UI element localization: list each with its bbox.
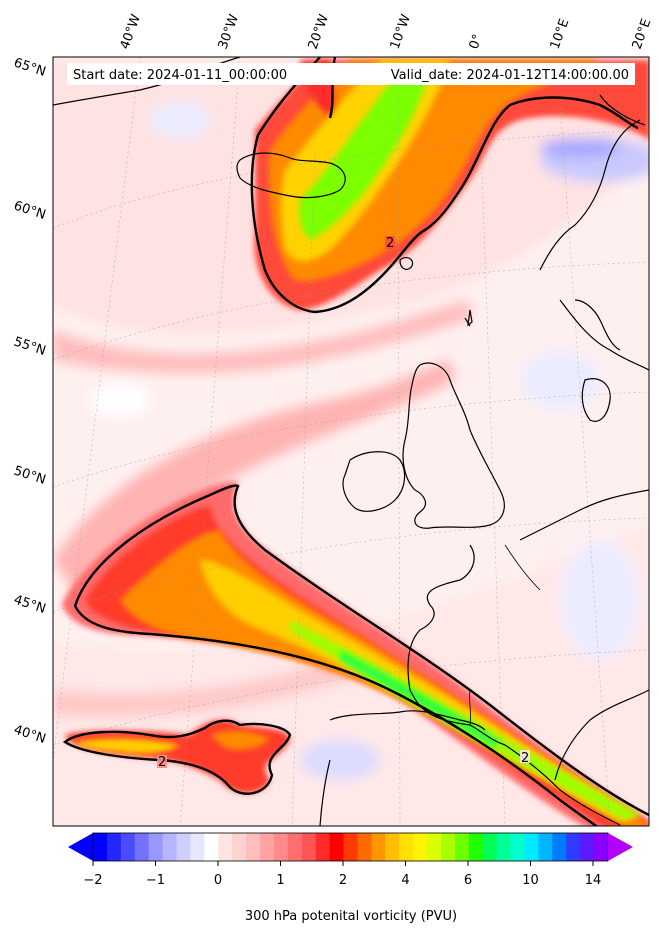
colorbar-cell <box>413 833 428 861</box>
lon-label: 10°E <box>548 17 573 52</box>
valid-date-label: Valid_date: 2024-01-12T14:00:00.00 <box>391 68 629 83</box>
lon-label: 20°W <box>306 12 332 51</box>
colorbar-tick-label: 14 <box>585 873 602 888</box>
longitude-labels: 40°W 30°W 20°W 10°W 0° 10°E 20°E <box>118 12 655 51</box>
colorbar-cell <box>134 833 150 861</box>
latitude-labels: 65°N 60°N 55°N 50°N 45°N 40°N <box>12 56 48 747</box>
colorbar-cell <box>106 833 122 861</box>
colorbar-cell <box>566 833 581 861</box>
lon-label: 20°E <box>630 17 655 52</box>
map-border <box>52 56 650 827</box>
colorbar-cell <box>329 833 345 861</box>
lat-label: 60°N <box>12 199 48 223</box>
colorbar-cell <box>315 833 331 861</box>
header-box <box>67 63 635 85</box>
colorbar-cell <box>343 833 358 861</box>
colorbar-under-arrow <box>68 833 93 861</box>
colorbar-tick-label: −1 <box>146 873 165 888</box>
colorbar-cell <box>427 833 442 861</box>
contour-label: 2 <box>521 751 529 766</box>
colorbar-tick-label: 4 <box>401 873 409 888</box>
colorbar-cell <box>246 833 261 861</box>
colorbar-cell <box>482 833 498 861</box>
lat-label: 40°N <box>12 723 48 747</box>
lon-label: 40°W <box>118 12 144 51</box>
colorbar-cell <box>232 833 247 861</box>
lat-label: 65°N <box>12 56 48 80</box>
pv-ridge-feature <box>254 60 649 310</box>
contour-label: 2 <box>386 236 394 251</box>
colorbar-cell <box>260 833 275 861</box>
colorbar-cell <box>287 833 303 861</box>
colorbar-cell <box>594 833 609 861</box>
map-panel: 2 2 2 <box>53 57 649 826</box>
colorbar-cells <box>92 832 609 862</box>
lon-label: 10°W <box>388 12 414 51</box>
colorbar-cell <box>120 833 136 861</box>
colorbar-cell <box>399 833 414 861</box>
colorbar-cell <box>552 833 567 861</box>
colorbar-tick-label: 1 <box>276 873 284 888</box>
colorbar-cell <box>204 833 219 861</box>
colorbar-cell <box>176 833 191 861</box>
colorbar-cell <box>357 833 372 861</box>
colorbar-tick-label: 6 <box>464 873 472 888</box>
contour-label: 2 <box>158 755 166 770</box>
colorbar-cell <box>218 833 233 861</box>
colorbar-tick-label: −2 <box>83 873 102 888</box>
colorbar-tick-label: 10 <box>522 873 539 888</box>
lat-label: 55°N <box>12 335 48 359</box>
lon-label: 0° <box>467 32 486 51</box>
start-date-label: Start date: 2024-01-11_00:00:00 <box>73 68 287 83</box>
colorbar-cell <box>301 833 317 861</box>
colorbar-cell <box>385 833 400 861</box>
colorbar-cell <box>468 833 484 861</box>
lat-label: 45°N <box>12 593 48 617</box>
colorbar-cell <box>580 833 595 861</box>
colorbar-cell <box>273 833 289 861</box>
colorbar-ticks: −2 −1 0 1 2 4 6 10 14 <box>83 861 601 888</box>
colorbar-cell <box>440 833 456 861</box>
colorbar: −2 −1 0 1 2 4 6 10 14 <box>68 832 633 888</box>
pv-cutoff-feature <box>65 719 290 794</box>
colorbar-tick-label: 0 <box>214 873 222 888</box>
colorbar-over-arrow <box>608 833 633 861</box>
colorbar-cell <box>538 833 553 861</box>
colorbar-cell <box>93 833 108 861</box>
colorbar-label: 300 hPa potenital vorticity (PVU) <box>245 909 457 924</box>
colorbar-cell <box>148 833 164 861</box>
pv-2-contours <box>62 57 649 826</box>
colorbar-cell <box>510 833 525 861</box>
graticule <box>53 57 649 826</box>
contour-labels: 2 2 2 <box>157 236 530 770</box>
colorbar-cell <box>496 833 512 861</box>
lon-label: 30°W <box>216 12 242 51</box>
lat-label: 50°N <box>12 464 48 488</box>
colorbar-cell <box>162 833 178 861</box>
colorbar-tick-label: 2 <box>339 873 347 888</box>
colorbar-cell <box>524 833 539 861</box>
pv-trough-band <box>53 300 470 717</box>
colorbar-cell <box>454 833 470 861</box>
colorbar-cell <box>190 833 205 861</box>
colorbar-cell <box>371 833 386 861</box>
